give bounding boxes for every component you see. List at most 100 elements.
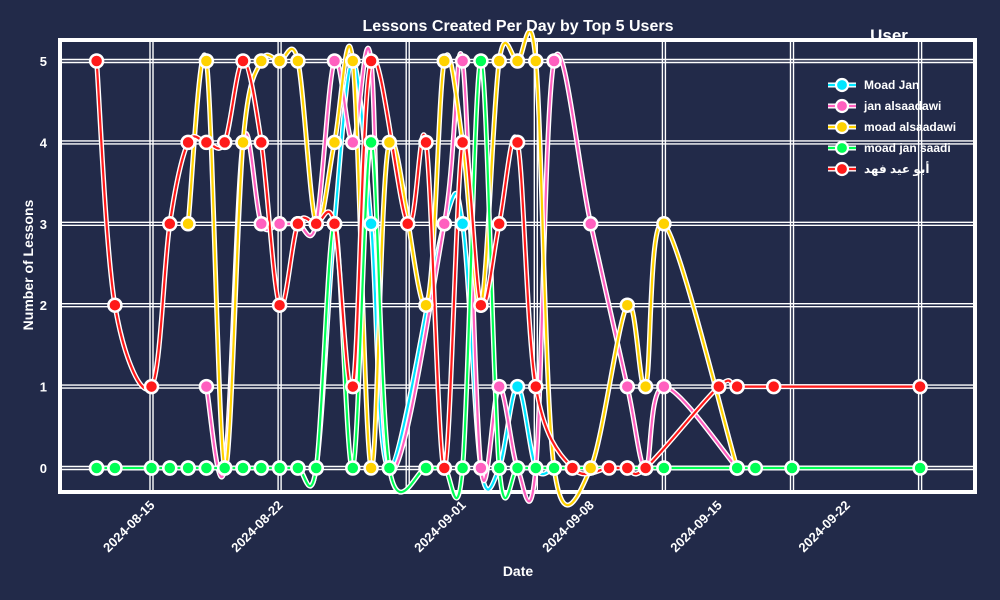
data-point [601,460,617,476]
data-point [345,134,361,151]
data-point [619,460,636,476]
data-point [143,460,160,476]
data-point [436,53,453,69]
data-point [582,460,599,476]
data-point [198,134,215,151]
legend: User Moad Jan jan alsaadawi moad alsaadawi… [828,26,956,177]
data-point [656,216,672,232]
y-tick-label: 3 [40,217,47,232]
data-point [729,460,745,476]
data-point [180,134,196,151]
legend-marker [834,77,850,93]
data-point [180,460,196,476]
data-point [491,216,507,232]
legend-label: أبو عيد فهد [864,161,930,177]
data-point [345,378,361,395]
data-point [216,134,233,151]
data-point [326,134,343,151]
data-point [582,216,599,232]
data-point [528,53,544,69]
data-point [326,53,343,69]
data-point [253,134,270,151]
series-layer [88,28,928,508]
data-point [436,460,453,476]
data-point [619,297,636,313]
y-tick-label: 5 [40,54,47,69]
data-point [381,460,398,476]
data-point [143,378,160,395]
data-point [253,216,270,232]
y-axis: 0 1 2 3 4 5 [40,54,48,476]
data-point [235,460,251,476]
data-point [363,460,379,476]
data-point [912,378,928,395]
legend-label: Moad Jan [864,78,919,92]
legend-marker [834,98,850,114]
data-point [363,216,379,232]
data-point [162,460,178,476]
data-point [564,460,581,476]
data-point [436,216,453,232]
data-point [747,460,764,476]
x-axis-label: Date [503,563,534,579]
data-point [308,216,324,232]
data-point [418,460,434,476]
data-point [290,216,306,232]
y-tick-label: 2 [40,298,47,313]
data-point [308,460,324,476]
data-point [418,297,434,313]
data-point [528,460,544,476]
data-point [546,460,562,476]
data-point [253,53,270,69]
data-point [546,53,562,69]
data-point [765,378,782,395]
data-point [271,216,288,232]
data-point [454,460,471,476]
data-point [345,460,361,476]
data-point [637,460,654,476]
data-point [235,134,251,151]
data-point [729,378,745,395]
data-point [454,53,471,69]
data-point [271,297,288,313]
data-point [454,134,471,151]
data-point [912,460,928,476]
data-point [290,460,306,476]
data-point [381,134,398,151]
data-point [235,53,251,69]
data-point [253,460,270,476]
data-point [162,216,178,232]
data-point [637,378,654,395]
data-point [509,460,526,476]
data-point [363,134,379,151]
legend-label: jan alsaadawi [863,99,941,113]
data-point [198,378,215,395]
data-point [784,460,800,476]
data-point [509,53,526,69]
data-point [418,134,434,151]
data-point [326,216,343,232]
data-point [107,460,123,476]
data-point [491,460,507,476]
y-tick-label: 0 [40,461,47,476]
legend-marker [834,161,850,177]
data-point [528,378,544,395]
data-point [656,460,672,476]
data-point [509,378,526,395]
data-point [473,297,489,313]
y-axis-label: Number of Lessons [20,199,36,330]
data-point [107,297,123,313]
data-point [198,460,215,476]
data-point [711,378,727,395]
data-point [180,216,196,232]
data-point [491,53,507,69]
data-point [271,53,288,69]
legend-label: moad alsaadawi [864,120,956,134]
data-point [656,378,672,395]
legend-marker [834,119,850,135]
data-point [345,53,361,69]
data-point [198,53,215,69]
